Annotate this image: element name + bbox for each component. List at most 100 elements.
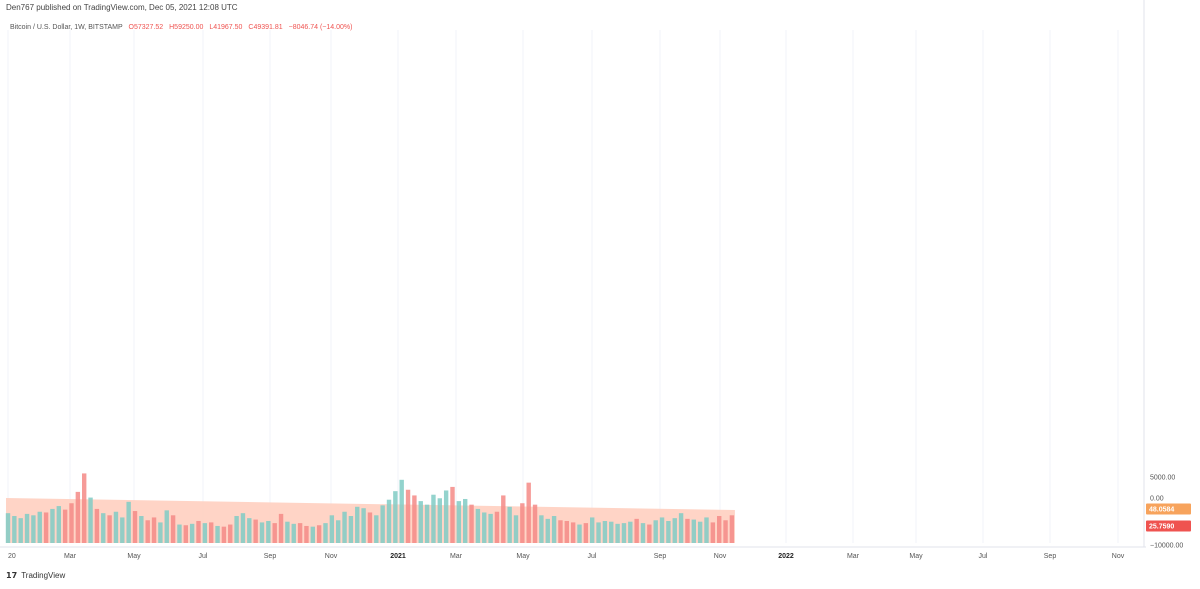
price-axis[interactable]: USD5000.000.00−10000.00	[1150, 0, 1183, 550]
time-tick-label: Nov	[325, 553, 338, 560]
volume-bar	[132, 511, 138, 543]
volume-bar	[297, 523, 303, 543]
volume-bar	[272, 523, 277, 543]
volume-bar	[234, 516, 239, 543]
volume-bar	[69, 503, 74, 543]
volume-bar	[75, 491, 81, 543]
volume-bar	[94, 508, 100, 543]
volume-bar	[113, 511, 119, 543]
volume-bar	[228, 524, 233, 543]
price-badge	[1146, 503, 1191, 515]
time-axis[interactable]: 20 Mar May Jul Sep Nov 2021 Mar May Jul Sep Nov 2022…	[8, 553, 1125, 560]
volume-bar	[596, 522, 601, 543]
volume-bar	[158, 522, 163, 543]
volume-bar	[526, 482, 531, 543]
volume-bar	[5, 513, 11, 543]
price-badge-label: 48.0584	[1149, 507, 1174, 514]
volume-bar	[82, 473, 87, 543]
volume-bar	[240, 513, 246, 543]
volume-bar	[475, 508, 481, 543]
time-tick-label: May	[909, 553, 923, 560]
volume-bar	[329, 515, 335, 543]
volume-bar	[259, 522, 265, 543]
volume-bar	[704, 517, 709, 543]
volume-bar	[717, 516, 722, 543]
volume-bar	[539, 515, 544, 543]
volume-bar	[310, 526, 315, 543]
price-badges: 67016.5053088.9330011.2519666.0016618.00…	[1146, 503, 1191, 532]
volume-bar	[88, 497, 93, 543]
volume-bar	[323, 523, 328, 543]
volume-bar	[50, 508, 55, 543]
volume-bar	[164, 510, 169, 543]
volume-bar	[12, 516, 17, 543]
volume-bar	[380, 505, 385, 543]
volume-bar	[456, 501, 462, 543]
volume-bar	[482, 512, 487, 543]
volume-bar	[37, 511, 42, 543]
time-tick-label: Sep	[1044, 553, 1057, 560]
volume-bar	[278, 513, 284, 543]
volume-bar	[729, 515, 735, 543]
volume-bar	[399, 479, 404, 543]
volume-bar	[507, 506, 512, 543]
ohlc-low: L41967.50	[209, 24, 243, 31]
volume-bar	[501, 495, 506, 543]
tradingview-branding[interactable]: 17 TradingView	[6, 571, 65, 580]
time-tick-label: May	[127, 553, 141, 560]
volume-bar	[628, 521, 633, 543]
price-badge-label: 25.7590	[1149, 524, 1174, 531]
volume-bar	[151, 517, 157, 543]
volume-bar	[120, 517, 125, 543]
volume-bar	[24, 513, 30, 543]
volume-bar	[621, 523, 627, 543]
volume-bar	[450, 486, 455, 543]
volume-bar	[558, 520, 563, 543]
time-tick-label: Sep	[654, 553, 667, 560]
volume-bar	[494, 511, 500, 543]
volume-bar	[659, 517, 665, 543]
time-tick-label: May	[516, 553, 530, 560]
volume-bar	[723, 520, 728, 543]
volume-bar	[107, 515, 112, 543]
volume-bar	[577, 524, 582, 543]
volume-bar	[31, 515, 36, 543]
volume-bar	[202, 523, 208, 543]
volume-bar	[520, 503, 525, 543]
volume-bar	[418, 501, 423, 543]
volume-bar	[139, 516, 144, 543]
volume-bar	[101, 513, 106, 543]
volume-bar	[615, 523, 620, 543]
volume-bar	[653, 520, 658, 543]
volume-bar	[532, 504, 538, 543]
volume-bar	[183, 525, 188, 543]
volume-bar	[285, 521, 290, 543]
volume-bar	[386, 499, 392, 543]
volume-bar	[43, 512, 49, 543]
time-tick-label: Sep	[264, 553, 277, 560]
volume-tick-label: 0.00	[1150, 496, 1164, 503]
volume-bar	[62, 509, 68, 543]
symbol-name: Bitcoin / U.S. Dollar, 1W, BITSTAMP	[10, 24, 123, 31]
ohlc-open: O57327.52	[128, 24, 164, 31]
volume-bar	[691, 519, 696, 543]
volume-bar	[570, 522, 576, 543]
time-tick-label: Mar	[450, 553, 463, 560]
time-tick-label: Nov	[1112, 553, 1125, 560]
volume-tick-label: −10000.00	[1150, 543, 1183, 550]
volume-bar	[488, 513, 493, 543]
volume-bar	[253, 519, 258, 543]
volume-bar	[551, 516, 557, 543]
time-tick-label: Jul	[199, 553, 208, 560]
time-tick-label: 20	[8, 553, 16, 560]
tradingview-logo-icon: 17	[6, 571, 18, 580]
volume-bar	[145, 520, 150, 543]
volume-bar	[602, 520, 608, 543]
volume-bar	[672, 518, 677, 543]
volume-bar	[424, 504, 430, 543]
volume-bar	[437, 498, 442, 543]
volume-bar	[342, 511, 347, 543]
volume-tick-label: 5000.00	[1150, 475, 1175, 482]
volume-bar	[412, 495, 417, 543]
